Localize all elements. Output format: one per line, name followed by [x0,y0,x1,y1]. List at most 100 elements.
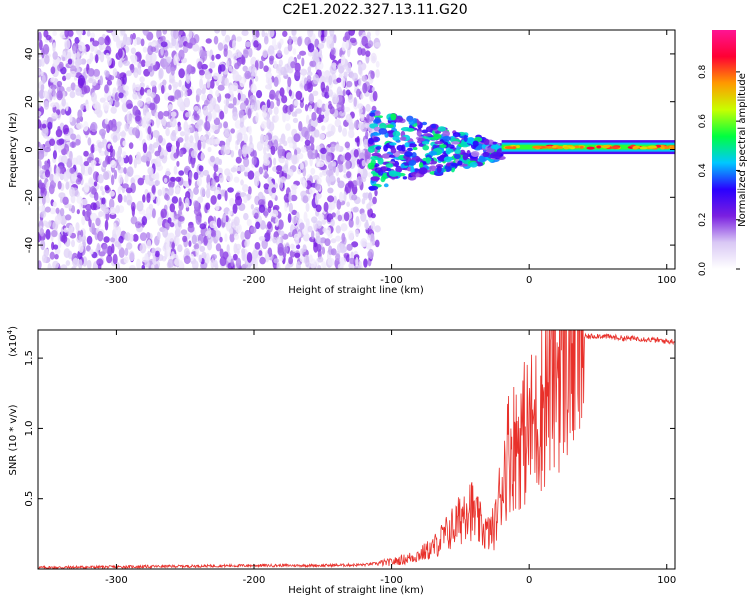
heat-cell [237,88,242,95]
heat-cell [271,209,279,218]
heat-cell [290,243,295,250]
heat-cell [191,157,195,169]
heat-cell [378,128,388,135]
heat-cell [264,171,268,180]
heat-cell [135,115,141,122]
heat-cell [227,187,234,193]
heat-cell [145,111,152,118]
heat-cell [49,207,57,215]
heat-cell [170,176,176,182]
heat-cell [93,181,98,187]
heat-cell [227,210,233,216]
heat-cell [290,61,296,69]
heat-cell [55,128,63,138]
heat-cell [276,64,282,72]
heat-cell [341,232,346,243]
x-tick-label: 100 [657,575,676,586]
heat-cell [38,119,42,129]
heat-cell [294,252,301,258]
chart-title: C2E1.2022.327.13.11.G20 [282,2,468,18]
heat-cell [205,188,211,199]
heat-cell [219,236,223,243]
heat-cell [83,160,90,167]
heat-cell [462,153,468,161]
heat-cell [132,233,139,242]
heat-cell [321,125,326,131]
heat-cell [62,124,70,135]
heat-cell [40,56,45,67]
heat-cell [167,103,173,110]
heat-cell [357,122,366,130]
heat-cell [389,142,397,146]
heat-cell [358,77,362,87]
heat-cell [282,30,288,37]
heat-cell [104,184,110,191]
heat-cell [178,49,185,60]
heat-cell [315,145,321,151]
heat-cell [171,145,177,155]
heat-cell [304,139,311,146]
heat-cell [173,30,179,40]
heat-cell [262,49,268,59]
heat-cell [65,181,70,190]
heat-cell [38,110,42,117]
heat-cell [214,157,220,166]
heat-cell [296,244,301,250]
heat-cell [297,36,302,47]
heat-cell [392,130,401,137]
heat-cell [316,99,323,108]
heat-cell [285,263,290,269]
heat-cell [465,137,476,144]
heat-cell [282,104,289,114]
heat-cell [355,229,359,238]
heat-cell [102,101,110,111]
heat-cell [287,42,293,52]
heat-cell [102,160,108,168]
y-tick-label: 0 [24,146,35,152]
heat-cell [258,204,266,214]
heat-cell [52,42,56,53]
heat-cell [330,47,336,56]
heat-cell [293,149,298,156]
heat-cell [77,75,86,86]
heat-cell [255,30,260,38]
heat-cell [287,136,293,144]
heat-cell [223,144,231,155]
heat-cell [275,216,279,227]
heat-cell [327,195,335,203]
heat-cell [213,171,217,182]
heat-cell [428,150,438,156]
heat-cell [193,113,200,121]
heat-cell [205,138,213,145]
heat-cell [220,189,225,197]
heat-cell [374,41,381,48]
y-tick-label: -20 [24,189,35,205]
heat-cell [57,241,62,249]
heat-cell [117,186,121,195]
heat-cell [51,112,58,119]
heat-cell [291,209,298,216]
heat-cell [128,154,133,165]
heat-cell [315,204,322,213]
heat-cell [90,202,97,211]
heat-cell [77,259,83,269]
heat-cell [230,150,235,158]
heat-cell [311,60,317,68]
heat-cell [232,253,238,261]
heat-cell [114,241,121,248]
heat-cell [91,79,97,86]
y-tick-label: -40 [24,237,35,253]
heat-cell [360,237,368,248]
heat-cell [492,141,497,145]
heat-cell [130,216,138,225]
heat-cell [365,130,369,140]
heat-cell [483,138,490,146]
heat-cell [324,76,330,83]
heat-cell [219,256,227,267]
heat-cell [377,157,384,165]
x-tick-label: -300 [105,575,128,586]
heat-cell [61,98,66,107]
heat-cell [349,37,357,43]
heat-cell [203,237,209,246]
snr-x-axis-label: Height of straight line (km) [288,585,424,596]
